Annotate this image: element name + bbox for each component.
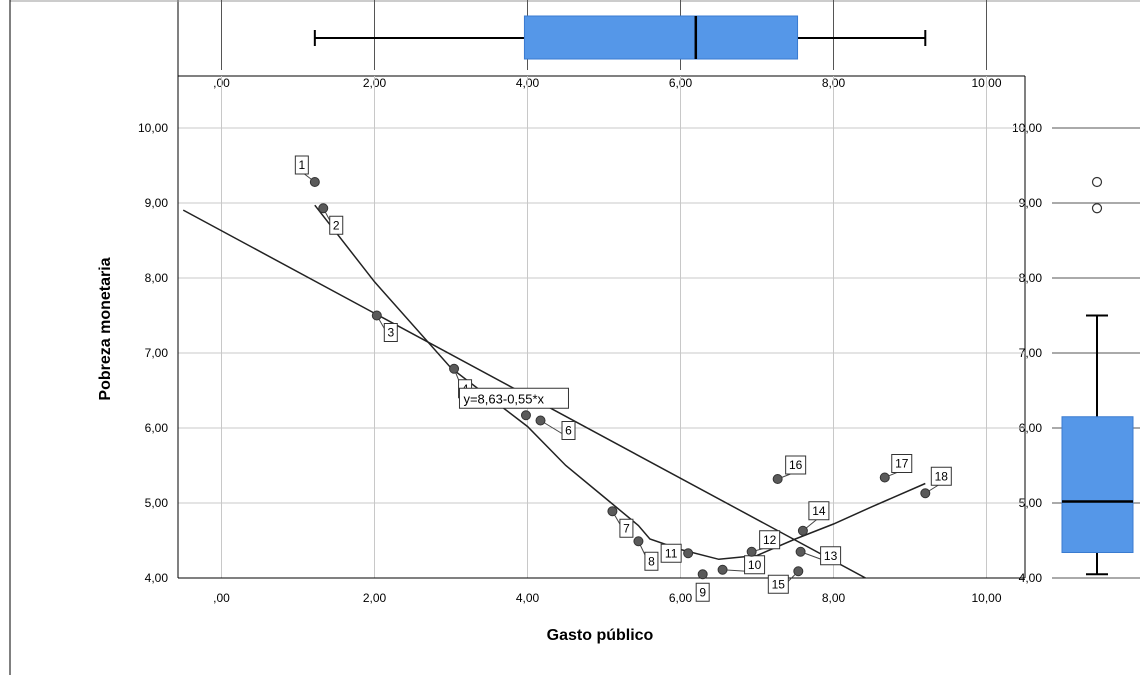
point-label-16: 16 [789,458,803,472]
point-label-box [383,323,398,342]
point-label-box [660,543,682,563]
y-box-outlier [1091,176,1103,188]
point-label-box [820,546,842,566]
data-point [633,536,644,547]
data-point [879,472,890,483]
fit-equation-label: y=8,63-0,55*x [463,391,544,406]
x-tick-label: 4,00 [516,591,540,605]
data-point [746,546,757,557]
point-label-box [561,421,576,440]
data-point [772,474,783,484]
right-y-tick-label: 6,00 [1019,421,1043,435]
point-label-11: 11 [665,546,678,560]
point-label-box [644,551,659,571]
data-point [717,564,728,575]
x-box-body [523,15,799,60]
y-tick-label: 10,00 [138,121,168,135]
x-tick-label: 10,00 [971,591,1001,605]
data-point [449,363,460,374]
point-label-9: 9 [699,585,706,599]
linear-fit-line [182,209,868,578]
data-point [683,548,694,559]
point-label-14: 14 [812,504,826,518]
point-label-8: 8 [648,554,655,568]
y-tick-label: 7,00 [145,346,169,360]
point-label-box [808,501,830,521]
fit-equation-box [458,387,569,409]
right-y-tick-label: 4,00 [1019,571,1043,585]
point-label-box [619,518,634,538]
data-point [795,546,806,557]
point-label-13: 13 [824,549,838,563]
point-label-17: 17 [895,457,909,471]
point-label-15: 15 [772,577,786,591]
x-tick-label: 6,00 [669,591,693,605]
data-point [607,506,618,517]
point-label-box [695,582,710,602]
right-y-tick-label: 10,00 [1012,121,1042,135]
point-label-box [329,215,344,235]
point-label-box [294,155,309,175]
point-label-3: 3 [387,326,394,340]
y-box-body [1061,416,1134,553]
y-tick-label: 9,00 [145,196,169,210]
right-y-tick-label: 7,00 [1019,346,1043,360]
data-point [318,203,329,214]
data-point [793,566,804,577]
point-label-18: 18 [935,469,949,483]
data-point [920,488,931,499]
y-boxplot-panel: 4,00 5,00 6,00 7,00 8,00 9,00 10,00 [1012,76,1140,585]
point-label-7: 7 [623,521,630,535]
x-axis-title: Gasto público [547,627,654,644]
x-tick-label: 2,00 [363,591,387,605]
data-point [371,310,382,321]
y-tick-label: 6,00 [145,421,169,435]
data-point [535,415,546,426]
point-label-box [785,455,807,475]
y-tick-label: 8,00 [145,271,169,285]
y-tick-label: 4,00 [145,571,169,585]
x-tick-label: ,00 [213,591,230,605]
y-box-outlier [1091,203,1103,214]
point-label-box [891,454,913,473]
point-label-box [930,466,952,486]
loess-smoother-line [314,204,926,561]
point-label-10: 10 [748,558,762,572]
y-axis-title: Pobreza monetaria [97,257,114,400]
data-point [697,569,708,580]
point-label-box [767,574,789,594]
point-label-box [759,530,781,550]
point-label-6: 6 [565,424,572,438]
point-label-12: 12 [763,533,777,547]
right-y-tick-label: 9,00 [1019,196,1043,210]
scatter-plot-area: ,00 2,00 4,00 6,00 8,00 10,00 4,00 5,00 6,00 7,00… [9,0,1025,675]
right-y-tick-label: 5,00 [1019,496,1043,510]
data-point [309,177,320,187]
data-point [797,525,808,536]
y-tick-label: 5,00 [145,496,169,510]
right-y-tick-label: 8,00 [1019,271,1043,285]
point-label-2: 2 [333,218,340,232]
x-tick-label: 8,00 [822,591,846,605]
x-boxplot-panel: ,00 2,00 4,00 6,00 8,00 10,00 [10,0,1140,90]
data-point [520,410,531,421]
point-label-1: 1 [298,158,305,172]
